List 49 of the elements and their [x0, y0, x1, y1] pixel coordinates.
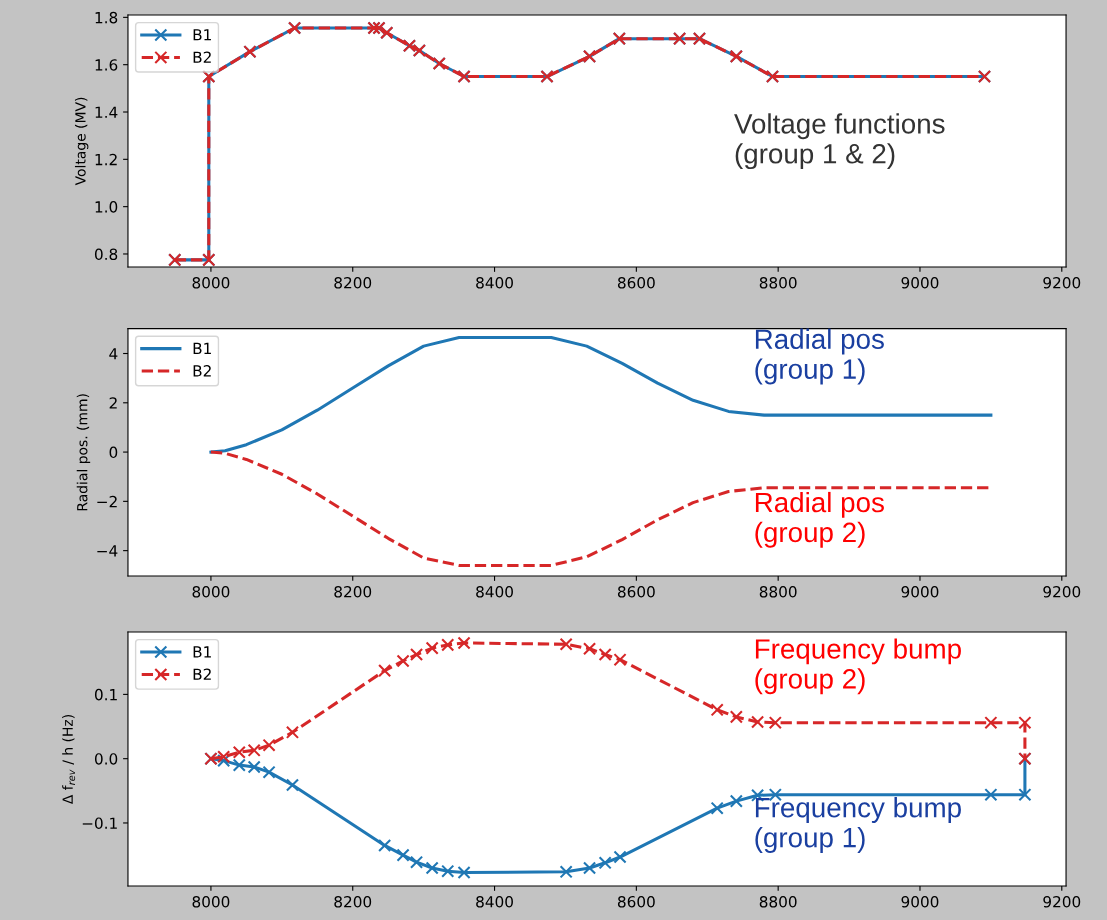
x-tick-label: 8000: [192, 586, 230, 598]
y-tick-label: −2: [97, 495, 117, 508]
annotation: Frequency bump (group 2): [755, 638, 961, 695]
y-tick-label: 1.0: [95, 201, 118, 213]
y-tick-label: 0.1: [94, 688, 117, 701]
x-tick-label: 8000: [192, 895, 230, 908]
annotation: Radial pos (group 1): [755, 328, 884, 385]
x-tick-label: 9000: [901, 276, 939, 289]
y-tick-label: 0.0: [94, 753, 118, 765]
y-axis-title: Radial pos. (mm): [76, 394, 91, 511]
x-tick-label: 8200: [334, 586, 372, 598]
legend-label: B1: [193, 342, 211, 354]
x-tick-label: 8400: [476, 895, 513, 908]
y-axis-title: Voltage (MV): [74, 97, 89, 186]
x-tick-label: 9200: [1043, 276, 1081, 289]
x-tick-label: 8400: [476, 276, 513, 289]
y-tick-label: 1.4: [95, 106, 118, 118]
x-tick-label: 9000: [901, 895, 939, 908]
x-tick-label: 8200: [334, 895, 372, 908]
y-tick-label: 4: [109, 348, 118, 360]
y-tick-label: −4: [97, 545, 118, 557]
x-tick-label: 8800: [759, 586, 797, 598]
x-tick-label: 9200: [1043, 895, 1081, 908]
legend-label: B2: [193, 365, 211, 377]
legend-label: B1: [193, 646, 211, 658]
y-tick-label: 2: [109, 397, 117, 409]
y-tick-label: 1.8: [95, 11, 118, 24]
x-tick-label: 8600: [617, 276, 655, 289]
y-tick-label: 1.2: [95, 153, 117, 166]
x-tick-label: 8800: [759, 895, 797, 908]
x-tick-label: 8200: [334, 276, 372, 289]
x-tick-label: 8400: [476, 586, 513, 598]
y-tick-label: 0: [109, 446, 118, 459]
annotation: Voltage functions (group 1 & 2): [734, 113, 945, 170]
x-tick-label: 8600: [617, 586, 655, 598]
x-tick-label: 8600: [617, 895, 655, 908]
legend-label: B2: [193, 51, 211, 63]
x-tick-label: 9200: [1043, 586, 1081, 598]
x-tick-label: 9000: [901, 586, 939, 598]
y-tick-label: −0.1: [82, 817, 117, 829]
x-tick-label: 8800: [759, 276, 797, 289]
annotation: Radial pos (group 2): [755, 491, 884, 548]
legend-label: B2: [193, 668, 211, 680]
annotation: Frequency bump (group 1): [755, 797, 961, 853]
legend-label: B1: [193, 29, 211, 41]
y-axis-title: Δ f$_{rev}$ / h (Hz): [62, 715, 76, 805]
x-tick-label: 8000: [192, 276, 230, 289]
y-tick-label: 1.6: [95, 59, 118, 71]
y-tick-label: 0.8: [94, 248, 118, 260]
